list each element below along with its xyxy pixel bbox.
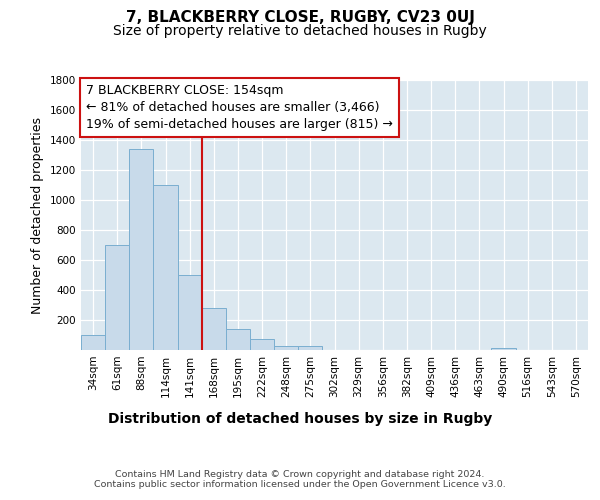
Text: Contains HM Land Registry data © Crown copyright and database right 2024.
Contai: Contains HM Land Registry data © Crown c… <box>94 470 506 490</box>
Text: 7, BLACKBERRY CLOSE, RUGBY, CV23 0UJ: 7, BLACKBERRY CLOSE, RUGBY, CV23 0UJ <box>125 10 475 25</box>
Text: Size of property relative to detached houses in Rugby: Size of property relative to detached ho… <box>113 24 487 38</box>
Bar <box>491 348 515 350</box>
Text: 7 BLACKBERRY CLOSE: 154sqm
← 81% of detached houses are smaller (3,466)
19% of s: 7 BLACKBERRY CLOSE: 154sqm ← 81% of deta… <box>86 84 393 131</box>
Bar <box>250 339 274 350</box>
Text: Distribution of detached houses by size in Rugby: Distribution of detached houses by size … <box>108 412 492 426</box>
Bar <box>81 335 105 350</box>
Bar <box>154 185 178 350</box>
Bar <box>105 245 129 350</box>
Bar <box>274 346 298 350</box>
Bar <box>226 329 250 350</box>
Y-axis label: Number of detached properties: Number of detached properties <box>31 116 44 314</box>
Bar <box>298 346 322 350</box>
Bar <box>202 308 226 350</box>
Bar <box>129 149 154 350</box>
Bar <box>178 275 202 350</box>
